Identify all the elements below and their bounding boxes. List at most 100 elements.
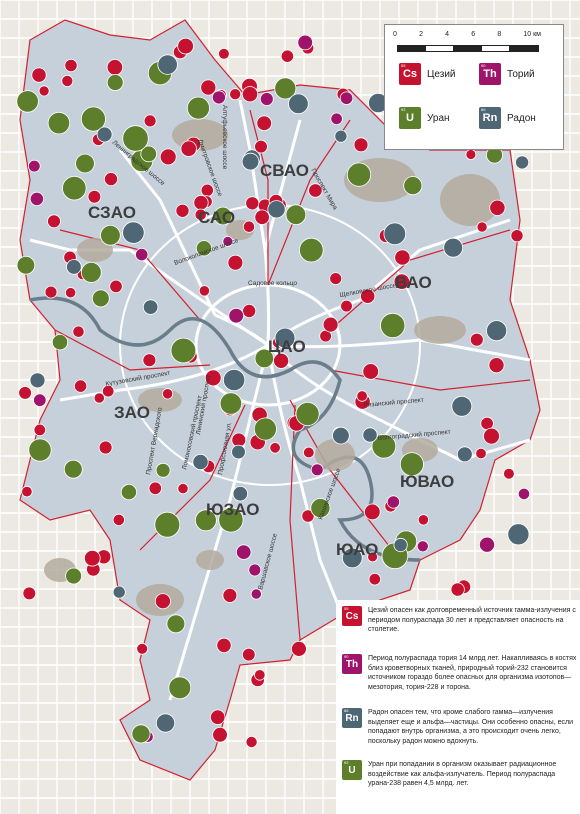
point-cs — [242, 303, 257, 318]
point-cs — [33, 423, 47, 437]
point-u — [51, 334, 69, 351]
point-cs — [159, 148, 177, 166]
district-label: ЮЗАО — [206, 500, 259, 519]
point-cs — [154, 593, 171, 610]
point-cs — [229, 88, 242, 101]
point-rn — [96, 126, 113, 143]
point-u — [295, 401, 320, 426]
point-th — [250, 588, 262, 600]
point-cs — [177, 37, 194, 55]
point-cs — [469, 332, 484, 347]
point-cs — [254, 669, 266, 681]
road-0 — [263, 249, 271, 346]
point-u — [62, 175, 87, 201]
point-cs — [21, 485, 33, 498]
district-label: САО — [198, 208, 235, 227]
point-rn — [451, 395, 473, 417]
point-u — [131, 724, 151, 744]
point-u — [371, 433, 397, 459]
district-line-7 — [54, 329, 211, 371]
point-cs — [322, 316, 339, 333]
park-2 — [440, 174, 500, 226]
point-th — [27, 159, 41, 173]
point-u — [168, 676, 192, 700]
district-label: СВАО — [260, 161, 309, 180]
point-u — [274, 77, 297, 100]
point-u — [154, 511, 181, 538]
legend-label: Радон — [507, 112, 536, 124]
point-cs — [367, 551, 379, 563]
moskva-river — [29, 296, 421, 562]
point-u — [65, 567, 82, 585]
legend: 0 2 4 6 8 10 км 55 Cs Цезий 90 Th Торий 92 U Уран 86 Rn… — [384, 24, 564, 150]
point-cs — [254, 139, 268, 154]
note-u: 92 U Уран при попадании в организм оказыва… — [342, 760, 580, 789]
district-label: ЦАО — [268, 337, 306, 356]
point-u — [28, 438, 52, 462]
point-th — [330, 112, 343, 126]
point-cs — [200, 183, 214, 197]
point-rn — [241, 152, 260, 171]
point-cs — [242, 647, 256, 662]
point-rn — [443, 237, 464, 258]
park-5 — [414, 316, 466, 344]
point-cs — [180, 140, 197, 157]
th-tile-icon: 90 Th — [342, 654, 362, 674]
point-rn — [231, 444, 246, 460]
legend-item-cs: 55 Cs Цезий — [399, 63, 456, 85]
point-rn — [507, 523, 530, 546]
road-16 — [168, 499, 232, 701]
point-cs — [112, 513, 125, 527]
note-cs: 55 Cs Цезий опасен как долговременный исто… — [342, 606, 580, 635]
point-rn — [334, 129, 348, 143]
point-cs — [31, 67, 47, 83]
district-label: ЮВАО — [400, 472, 454, 491]
point-cs — [450, 582, 465, 597]
measurement-points — [16, 34, 531, 749]
point-rn — [192, 453, 209, 471]
point-u — [16, 255, 36, 275]
rn-tile-icon: 86 Rn — [342, 708, 362, 728]
scale-tick: 8 — [497, 31, 502, 38]
point-u — [399, 452, 424, 477]
legend-item-th: 90 Th Торий — [479, 63, 535, 85]
point-u — [186, 96, 210, 120]
point-rn — [332, 426, 350, 445]
point-rn — [142, 299, 159, 315]
point-th — [222, 235, 234, 247]
point-cs — [74, 379, 88, 393]
point-cs — [510, 229, 524, 243]
scale-bar: 0 2 4 6 8 10 км — [393, 31, 548, 55]
road-8 — [129, 248, 269, 347]
point-u — [253, 417, 277, 441]
legend-item-u: 92 U Уран — [399, 107, 450, 129]
point-cs — [475, 447, 487, 460]
point-th — [517, 487, 531, 500]
point-cs — [242, 220, 256, 233]
district-label: СЗАО — [88, 203, 136, 222]
u-tile-icon: 92 U — [342, 760, 362, 780]
point-rn — [155, 713, 176, 733]
point-cs — [489, 199, 506, 216]
point-cs — [340, 299, 353, 313]
point-cs — [362, 363, 380, 380]
thorium-tile-icon: 90 Th — [479, 63, 501, 85]
point-rn — [393, 537, 408, 553]
point-th — [259, 92, 274, 106]
point-u — [346, 162, 372, 187]
point-rn — [362, 427, 378, 443]
point-u — [195, 240, 213, 257]
point-cs — [476, 221, 488, 233]
scale-tick: 4 — [445, 31, 450, 38]
point-cs — [216, 637, 232, 654]
point-rn — [383, 222, 407, 246]
point-u — [91, 289, 110, 308]
note-th: 90 Th Период полураспада тория 14 млрд лет… — [342, 654, 580, 692]
point-cs — [18, 386, 32, 400]
point-cs — [254, 209, 270, 225]
point-u — [120, 483, 137, 501]
point-cs — [109, 279, 123, 294]
point-u — [194, 509, 217, 532]
point-cs — [136, 642, 149, 655]
scale-bar-graphic — [397, 45, 539, 52]
